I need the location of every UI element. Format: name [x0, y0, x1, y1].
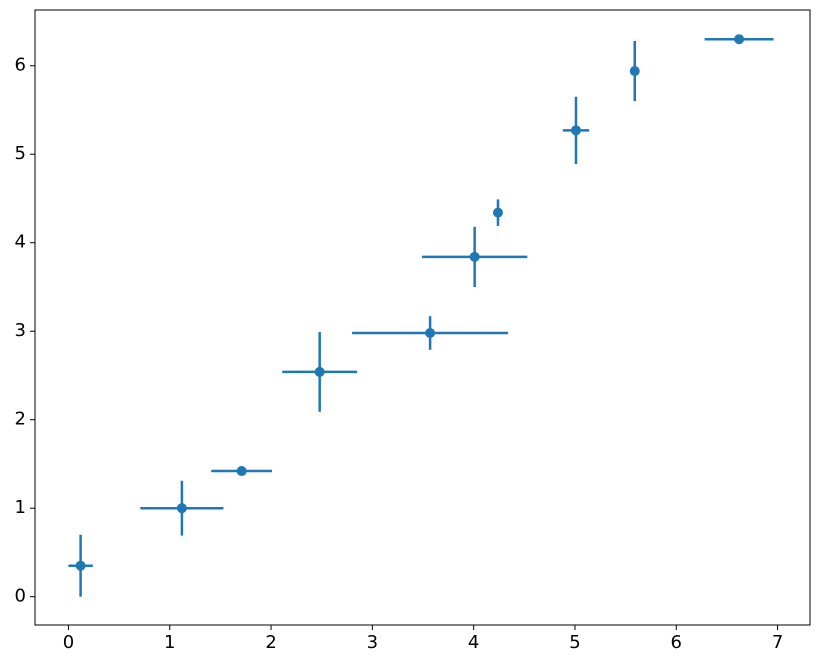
point	[236, 466, 247, 477]
x-tick-label: 4	[468, 632, 479, 653]
x-tick-label: 7	[772, 632, 783, 653]
y-tick-label: 6	[15, 55, 26, 76]
x-tick-label: 1	[164, 632, 175, 653]
point	[75, 560, 86, 571]
point	[570, 125, 581, 136]
x-tick-label: 6	[671, 632, 682, 653]
point	[314, 366, 325, 377]
point	[492, 207, 503, 218]
x-tick-label: 2	[265, 632, 276, 653]
y-tick-label: 3	[15, 320, 26, 341]
y-tick-label: 0	[15, 586, 26, 607]
y-tick-label: 1	[15, 497, 26, 518]
x-tick-label: 3	[367, 632, 378, 653]
x-tick-label: 5	[569, 632, 580, 653]
point	[734, 34, 745, 45]
y-tick-label: 2	[15, 409, 26, 430]
point	[629, 66, 640, 77]
point	[176, 503, 187, 514]
point	[425, 327, 436, 338]
y-tick-label: 5	[15, 143, 26, 164]
y-tick-label: 4	[15, 232, 26, 253]
point	[469, 251, 480, 262]
x-tick-label: 0	[63, 632, 74, 653]
plot-frame	[34, 9, 811, 626]
